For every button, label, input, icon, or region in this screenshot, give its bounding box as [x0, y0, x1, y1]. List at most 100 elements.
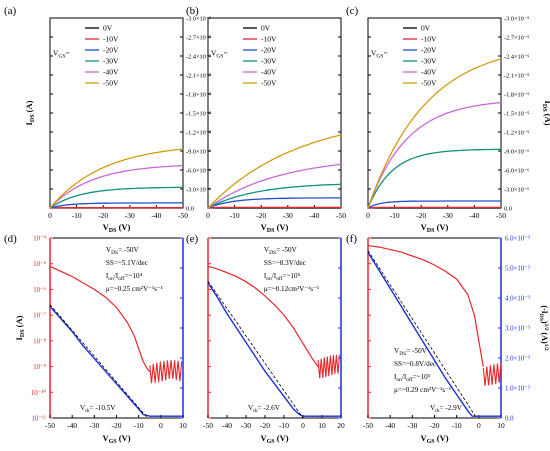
x-tick-label: -40: [309, 211, 319, 220]
x-axis-label: VGS (V): [420, 433, 448, 445]
x-tick-label: -10: [134, 421, 144, 430]
legend-entry: -30V: [421, 57, 437, 66]
x-tick-label: -50: [178, 211, 188, 220]
x-tick-label: -20: [430, 421, 440, 430]
transfer-curve-sqrt: [49, 305, 183, 417]
transfer-curve-noise: [149, 360, 183, 384]
x-tick-label: -10: [279, 421, 289, 430]
y-tick-label: -2.7×10⁻⁵: [186, 35, 211, 42]
y-axis-label: IDS (A): [14, 315, 26, 340]
y-tick-label: 3.0×10⁻³: [505, 326, 530, 333]
x-axis-label: VDS (V): [261, 222, 289, 234]
x-tick-label: -40: [469, 211, 479, 220]
transfer-curve-log: [367, 245, 484, 367]
x-tick-label: -50: [203, 421, 213, 430]
series-line--40V: [49, 164, 184, 209]
panel-label: (d): [4, 233, 17, 245]
x-tick-label: -10: [230, 211, 240, 220]
y-tick-label: 0.0: [505, 416, 514, 423]
mobility-annotation: μ=~0.25 cm²V⁻¹s⁻¹: [106, 285, 163, 293]
x-tick-label: 10: [318, 421, 326, 430]
x-tick-label: -20: [98, 211, 108, 220]
legend-entry: -10V: [261, 35, 277, 44]
legend-entry: 0V: [103, 24, 113, 33]
linear-fit-line: [367, 250, 477, 419]
y-tick-label: 2.0×10⁻³: [505, 356, 530, 363]
legend-entry: -20V: [103, 46, 119, 55]
series-line--30V: [207, 183, 342, 209]
y-tick-label: 4.0×10⁻³: [505, 296, 530, 303]
vds-annotation: VDS= -50V: [106, 246, 140, 256]
y-tick-label: -3.0×10⁻⁶: [504, 187, 529, 194]
panel-label: (a): [4, 5, 17, 17]
y-tick-label: -6.0×10⁻⁶: [504, 168, 529, 175]
legend-entry: -50V: [421, 79, 437, 88]
mobility-annotation: μ=~0.29 cm²V⁻¹s⁻¹: [394, 386, 451, 394]
series-line--30V: [367, 148, 502, 209]
series-line--20V: [207, 197, 341, 209]
panel-label: (b): [186, 5, 199, 17]
x-tick-label: 0: [206, 211, 210, 220]
legend-entry: -20V: [421, 46, 437, 55]
panel-b: (b) 0 -10 -20 -30 -40 -50 VDS (V) VGS= 0V -10V -20V…: [186, 5, 346, 234]
y-tick-label: 10⁻¹⁰: [31, 390, 46, 397]
y-tick-label: -3.0×10⁻⁵: [186, 16, 211, 23]
panel-label: (f): [346, 233, 357, 245]
x-tick-label: -50: [363, 421, 373, 430]
x-tick-label: -50: [496, 211, 506, 220]
x-tick-label: -50: [45, 421, 55, 430]
legend-entry: -10V: [421, 35, 437, 44]
x-axis-label: VGS (V): [102, 433, 130, 445]
x-tick-label: -10: [72, 211, 82, 220]
series-line--20V: [49, 202, 183, 209]
y-tick-label: -9.0×10⁻⁶: [186, 149, 211, 156]
x-tick-label: -10: [390, 211, 400, 220]
y-tick-label: 6.0×10⁻³: [505, 236, 530, 243]
x-tick-label: -30: [241, 421, 251, 430]
y-axis-label-right: IDS (A): [541, 101, 550, 126]
x-tick-label: -40: [67, 421, 77, 430]
vth-annotation: Vth= -2.6V: [248, 404, 281, 414]
series-line--50V: [367, 58, 502, 209]
legend-entry: -30V: [103, 57, 119, 66]
linear-fit-line: [49, 304, 148, 419]
legend-title: VGS=: [371, 49, 388, 60]
ratio-annotation: Ion/Ioff=~10⁵: [264, 272, 301, 282]
transfer-curve-sqrt: [367, 252, 501, 417]
transfer-curve-log: [49, 265, 151, 373]
ratio-annotation: Ion/Ioff=~10⁴: [106, 272, 143, 282]
y-axis-label: IDS (A): [24, 100, 36, 125]
transfer-curve-noise: [317, 354, 341, 379]
x-tick-label: -30: [407, 421, 417, 430]
y-tick-label: -1.5×10⁻⁵: [504, 111, 529, 118]
linear-fit-line: [207, 280, 304, 419]
vth-annotation: Vth= -2.9V: [430, 404, 463, 414]
y-tick-label: 10⁻⁸: [33, 338, 46, 345]
ss-annotation: SS=~5.1V/dec: [106, 259, 148, 267]
x-axis-label: VDS (V): [421, 222, 449, 234]
x-tick-label: 20: [337, 421, 345, 430]
y-tick-label: 10⁻⁶: [33, 287, 46, 294]
x-tick-label: -20: [260, 421, 270, 430]
legend-entry: -20V: [261, 46, 277, 55]
y-tick-label: -3.0×10⁻⁵: [504, 16, 529, 23]
x-tick-label: -20: [416, 211, 426, 220]
series-line--40V: [207, 163, 342, 209]
y-tick-label: 10⁻⁹: [33, 364, 46, 371]
x-tick-label: -30: [443, 211, 453, 220]
y-tick-label: 10⁻⁴: [33, 236, 46, 243]
series-line--50V: [207, 134, 342, 209]
x-tick-label: -30: [125, 211, 135, 220]
vds-annotation: VDS= -50V: [264, 246, 298, 256]
legend-entry: -50V: [261, 79, 277, 88]
x-tick-label: 0: [48, 211, 52, 220]
x-tick-label: 10: [179, 421, 187, 430]
legend-title: VGS=: [53, 49, 70, 60]
y-tick-label: -2.4×10⁻⁵: [504, 54, 529, 61]
y-tick-label: 10⁻¹¹: [32, 416, 46, 423]
y-tick-label: -1.2×10⁻⁵: [186, 130, 211, 137]
mobility-annotation: μ=~0.12cm²V⁻¹s⁻¹: [264, 285, 319, 293]
y-tick-label: -1.8×10⁻⁵: [504, 92, 529, 99]
series-line--20V: [367, 200, 501, 209]
